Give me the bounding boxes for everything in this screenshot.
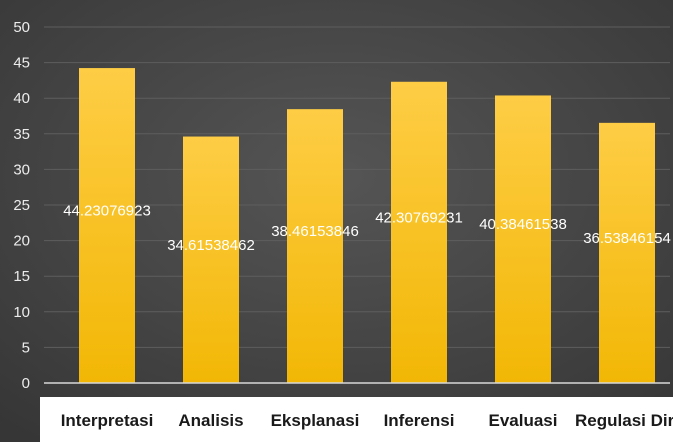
y-tick-label: 5 [22,339,30,356]
data-label: 44.23076923 [63,203,151,220]
bar [599,122,655,383]
y-tick-label: 0 [22,375,30,392]
bar [183,136,239,383]
x-category-label: Inferensi [384,411,455,430]
data-label: 40.38461538 [479,216,567,233]
y-tick-label: 10 [13,304,30,321]
y-tick-label: 25 [13,197,30,214]
x-category-label: Interpretasi [61,411,154,430]
data-labels: 44.23076923 34.61538462 38.46153846 42.3076… [63,203,671,254]
x-category-label: Regulasi Diri [575,411,673,430]
data-label: 42.30769231 [375,209,463,226]
y-axis-tick-labels: 0 5 10 15 20 25 30 35 40 45 50 [13,19,30,392]
gridlines [44,26,670,348]
bar [391,81,447,384]
category-label-panel [40,397,673,442]
bar [287,109,343,384]
bar [495,95,551,383]
bars [79,68,655,384]
data-label: 38.46153846 [271,223,359,240]
category-labels: Interpretasi Analisis Eksplanasi Inferensi E… [61,411,673,430]
y-tick-label: 40 [13,90,30,107]
y-tick-label: 15 [13,268,30,285]
y-tick-label: 30 [13,161,30,178]
y-tick-label: 50 [13,19,30,36]
data-label: 36.53846154 [583,230,671,247]
x-category-label: Eksplanasi [271,411,360,430]
y-tick-label: 45 [13,55,30,72]
data-label: 34.61538462 [167,237,255,254]
bar [79,68,135,384]
y-tick-label: 35 [13,126,30,143]
x-category-label: Analisis [178,411,243,430]
x-category-label: Evaluasi [489,411,558,430]
y-tick-label: 20 [13,233,30,250]
